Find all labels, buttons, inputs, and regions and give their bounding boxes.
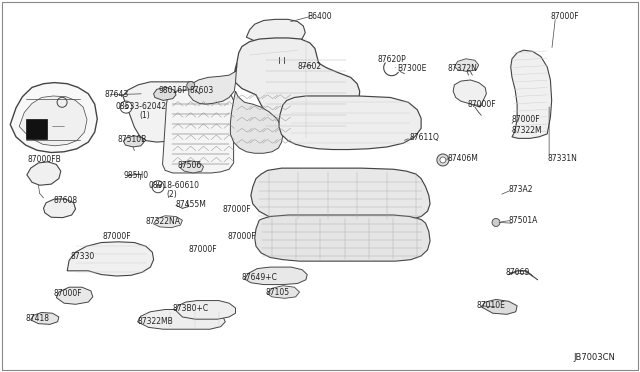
Polygon shape [279,96,421,150]
Polygon shape [138,310,225,329]
Circle shape [492,218,500,227]
Text: 87611Q: 87611Q [410,133,440,142]
Polygon shape [154,216,182,228]
Text: 87330: 87330 [70,252,95,261]
Polygon shape [31,312,59,324]
Text: 87010E: 87010E [477,301,506,310]
Text: 08533-62042: 08533-62042 [115,102,166,110]
Text: 87649+C: 87649+C [242,273,278,282]
Text: N: N [156,184,161,189]
Text: 87000F: 87000F [189,245,218,254]
Polygon shape [26,119,47,139]
Text: 87322M: 87322M [512,126,543,135]
Text: 87000F: 87000F [467,100,496,109]
Text: 87510B: 87510B [117,135,147,144]
Polygon shape [19,96,87,146]
Text: 87000F: 87000F [550,12,579,21]
Text: 87506: 87506 [178,161,202,170]
Polygon shape [180,161,204,173]
Text: 87331N: 87331N [547,154,577,163]
Polygon shape [234,38,360,138]
Polygon shape [268,286,300,298]
Text: (2): (2) [166,190,177,199]
Polygon shape [251,168,430,220]
Text: 87603: 87603 [189,86,214,94]
Text: 985H0: 985H0 [124,171,148,180]
Polygon shape [124,136,144,147]
Text: 87000F: 87000F [512,115,541,124]
Text: 87069: 87069 [506,268,530,277]
Polygon shape [56,287,93,304]
Text: B7300E: B7300E [397,64,426,73]
Text: 87418: 87418 [26,314,50,323]
Text: 87620P: 87620P [378,55,406,64]
Circle shape [187,81,195,90]
Text: B6400: B6400 [307,12,332,21]
Circle shape [440,157,446,163]
Circle shape [437,154,449,166]
Polygon shape [230,91,283,153]
Text: (1): (1) [140,111,150,120]
Text: 87000F: 87000F [223,205,252,214]
Text: 87000F: 87000F [53,289,82,298]
Polygon shape [67,242,154,276]
Text: 87105: 87105 [266,288,290,296]
Text: 87000F: 87000F [102,232,131,241]
Polygon shape [154,87,176,100]
Polygon shape [454,59,479,71]
Text: 87406M: 87406M [448,154,479,163]
Polygon shape [453,80,486,107]
Text: 873B0+C: 873B0+C [173,304,209,312]
Text: 87643: 87643 [104,90,129,99]
Text: 08918-60610: 08918-60610 [148,181,200,190]
Text: 87000FB: 87000FB [28,155,61,164]
Polygon shape [511,50,552,138]
Polygon shape [244,267,307,285]
Text: S: S [124,105,129,110]
Text: 873A2: 873A2 [509,185,533,194]
Polygon shape [163,90,234,173]
Polygon shape [10,83,97,153]
Text: 87501A: 87501A [509,216,538,225]
Polygon shape [481,299,517,314]
Text: 87000F: 87000F [227,232,256,241]
Text: 87608: 87608 [53,196,77,205]
Text: 87322MB: 87322MB [138,317,173,326]
Text: 87372N: 87372N [448,64,478,73]
Text: 98016P: 98016P [159,86,188,94]
Text: 87322NA: 87322NA [146,217,181,226]
Polygon shape [246,19,305,57]
Text: JB7003CN: JB7003CN [574,353,616,362]
Text: 87602: 87602 [298,62,322,71]
Text: 87455M: 87455M [175,200,206,209]
Polygon shape [27,162,61,185]
Polygon shape [123,82,206,142]
Polygon shape [44,199,76,218]
Polygon shape [255,215,430,261]
Polygon shape [189,63,237,104]
Circle shape [152,181,164,193]
Polygon shape [176,301,236,319]
Circle shape [120,101,132,113]
